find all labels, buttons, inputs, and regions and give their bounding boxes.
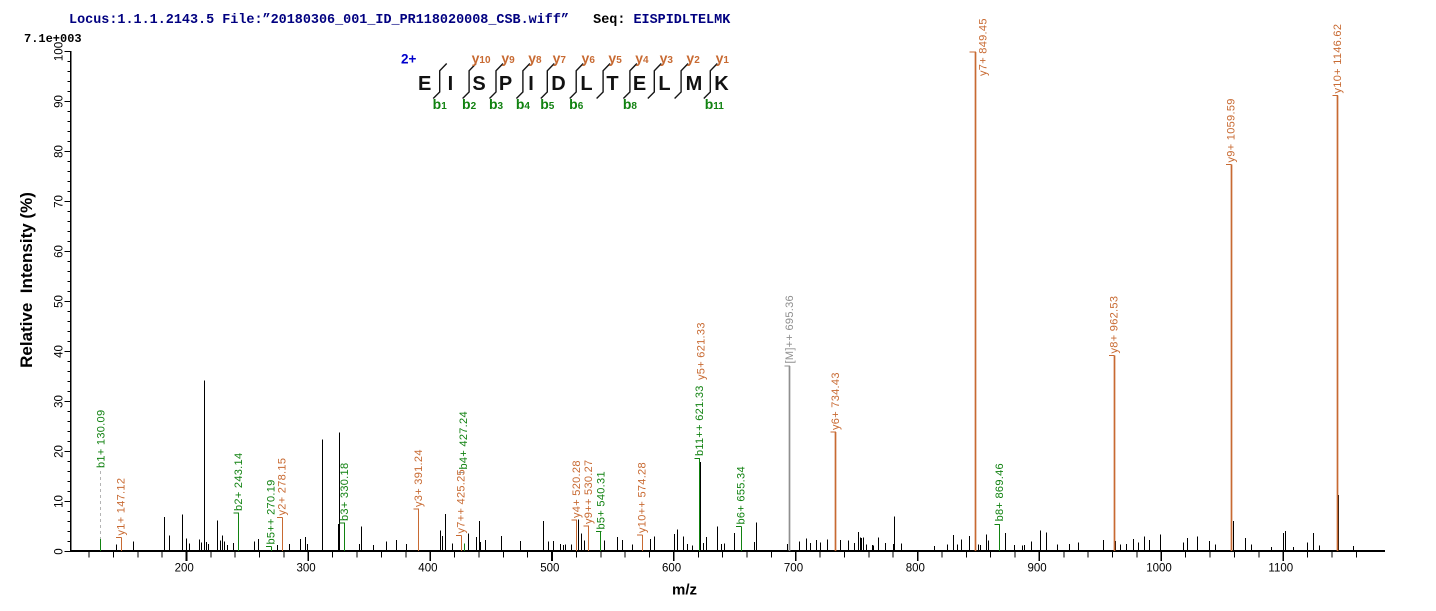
svg-text:b8+ 869.46: b8+ 869.46	[994, 463, 1006, 521]
svg-text:50: 50	[54, 295, 66, 308]
svg-text:80: 80	[54, 145, 66, 158]
svg-text:Relative Intensity (%): Relative Intensity (%)	[17, 192, 36, 368]
svg-text:y8+ 962.53: y8+ 962.53	[1109, 296, 1121, 354]
svg-text:b5: b5	[540, 96, 555, 112]
svg-text:20: 20	[54, 445, 66, 458]
svg-text:y8: y8	[528, 50, 542, 66]
svg-text:600: 600	[662, 563, 681, 575]
svg-text:b8: b8	[623, 96, 638, 112]
svg-text:b4+ 427.24: b4+ 427.24	[458, 411, 470, 469]
svg-text:7.1e+003: 7.1e+003	[24, 32, 82, 46]
svg-text:P: P	[499, 73, 512, 95]
svg-text:b6: b6	[569, 96, 584, 112]
svg-text:0: 0	[54, 548, 66, 554]
svg-text:900: 900	[1028, 563, 1047, 575]
svg-text:y7+ 849.45: y7+ 849.45	[978, 18, 990, 76]
svg-text:[M]++ 695.36: [M]++ 695.36	[784, 295, 796, 363]
svg-text:2+: 2+	[401, 52, 417, 67]
svg-text:L: L	[580, 73, 592, 95]
svg-text:E: E	[418, 73, 431, 95]
svg-text:y10: y10	[472, 50, 491, 66]
svg-text:y2+ 278.15: y2+ 278.15	[277, 458, 289, 516]
svg-text:1000: 1000	[1146, 563, 1172, 575]
svg-text:y10+ 1146.62: y10+ 1146.62	[1332, 24, 1344, 94]
svg-text:y3+ 391.24: y3+ 391.24	[413, 449, 425, 507]
svg-text:y9: y9	[501, 50, 515, 66]
svg-text:b3+ 330.18: b3+ 330.18	[339, 463, 351, 521]
svg-text:D: D	[551, 73, 565, 95]
svg-text:y1+ 147.12: y1+ 147.12	[116, 478, 128, 536]
svg-text:b2+ 243.14: b2+ 243.14	[233, 453, 245, 511]
svg-text:b4: b4	[516, 96, 531, 112]
svg-text:y6: y6	[582, 50, 596, 66]
svg-text:y9++ 530.27: y9++ 530.27	[583, 460, 595, 524]
svg-text:b6+ 655.34: b6+ 655.34	[736, 466, 748, 524]
svg-text:10: 10	[54, 495, 66, 508]
svg-text:800: 800	[906, 563, 925, 575]
svg-text:M: M	[686, 73, 703, 95]
svg-text:90: 90	[54, 95, 66, 108]
svg-text:b5+ 540.31: b5+ 540.31	[595, 471, 607, 529]
svg-text:400: 400	[418, 563, 437, 575]
svg-text:b3: b3	[489, 96, 504, 112]
svg-text:y5: y5	[608, 50, 622, 66]
svg-text:y7: y7	[553, 50, 567, 66]
svg-text:b5++ 270.19: b5++ 270.19	[266, 479, 278, 544]
svg-text:100: 100	[54, 42, 66, 61]
svg-text:70: 70	[54, 195, 66, 208]
svg-text:y4+ 520.28: y4+ 520.28	[571, 460, 583, 518]
svg-text:b11++ 621.33: b11++ 621.33	[694, 385, 706, 456]
svg-text:b11: b11	[705, 96, 725, 112]
svg-text:30: 30	[54, 395, 66, 408]
svg-text:y3: y3	[660, 50, 674, 66]
svg-text:1100: 1100	[1268, 563, 1293, 575]
svg-text:y6+ 734.43: y6+ 734.43	[830, 372, 842, 430]
svg-text:m/z: m/z	[672, 582, 697, 599]
svg-text:y7++ 425.25: y7++ 425.25	[456, 469, 468, 533]
svg-text:y1: y1	[716, 50, 730, 66]
svg-text:E: E	[633, 73, 646, 95]
svg-text:300: 300	[297, 563, 316, 575]
svg-text:I: I	[448, 73, 454, 95]
svg-text:60: 60	[54, 245, 66, 258]
svg-text:b1: b1	[433, 96, 448, 112]
svg-text:200: 200	[175, 563, 194, 575]
svg-text:b2: b2	[462, 96, 477, 112]
svg-text:40: 40	[54, 345, 66, 358]
svg-text:L: L	[658, 73, 670, 95]
svg-text:y10++ 574.28: y10++ 574.28	[637, 462, 649, 533]
svg-text:Locus:1.1.1.2143.5 File:”20180: Locus:1.1.1.2143.5 File:”20180306_001_ID…	[69, 13, 731, 28]
svg-text:y2: y2	[686, 50, 700, 66]
svg-text:y5+ 621.33: y5+ 621.33	[696, 322, 708, 380]
svg-text:K: K	[714, 73, 729, 95]
svg-text:S: S	[472, 73, 485, 95]
svg-text:I: I	[528, 73, 534, 95]
svg-text:700: 700	[784, 563, 803, 575]
svg-text:T: T	[606, 73, 618, 95]
svg-text:y4: y4	[635, 50, 649, 66]
svg-text:500: 500	[540, 563, 559, 575]
svg-text:y9+ 1059.59: y9+ 1059.59	[1226, 98, 1238, 162]
svg-text:b1+ 130.09: b1+ 130.09	[95, 410, 107, 468]
